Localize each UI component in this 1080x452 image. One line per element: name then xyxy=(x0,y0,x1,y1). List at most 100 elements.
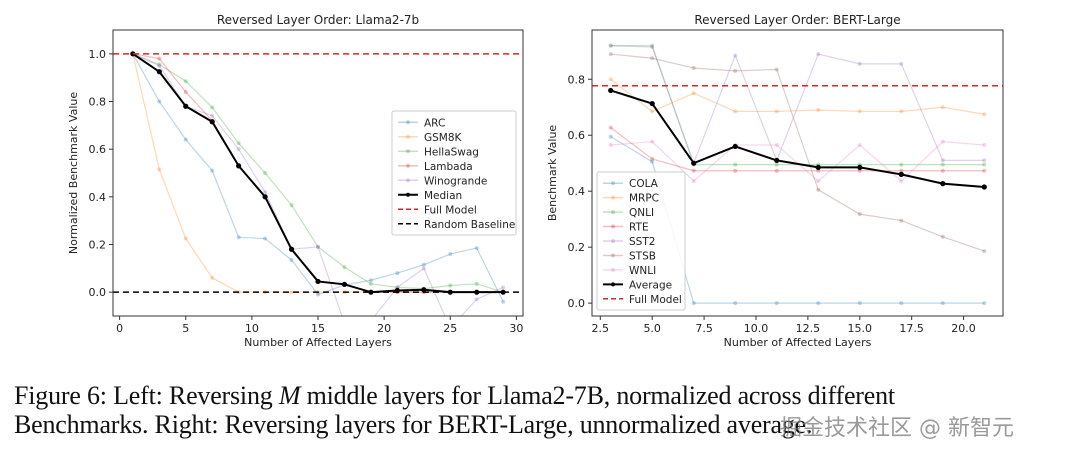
legend-label: Lambada xyxy=(424,161,473,173)
data-point-arc xyxy=(289,257,294,262)
x-tick-label: 5.0 xyxy=(643,322,661,335)
data-point-sst2 xyxy=(816,52,821,57)
legend-marker xyxy=(406,178,410,183)
x-tick-label: 7.5 xyxy=(695,322,713,335)
data-point-arc xyxy=(474,246,479,251)
plot-area xyxy=(592,43,1003,306)
data-point-winogrande xyxy=(263,190,268,195)
legend-box xyxy=(596,171,686,311)
data-point-cola xyxy=(608,134,613,139)
plot-area xyxy=(113,51,523,325)
data-point-wnli xyxy=(691,179,696,184)
caption-text: middle layers for Llama2-7B, normalized … xyxy=(300,381,895,410)
data-point-median xyxy=(236,163,242,169)
data-point-cola xyxy=(774,301,779,306)
data-point-rte xyxy=(940,168,945,173)
legend-marker xyxy=(406,163,410,168)
legend-label: Average xyxy=(629,279,672,291)
caption-text: Figure 6: Left: Reversing xyxy=(14,381,279,410)
data-point-lambada xyxy=(157,56,162,61)
legend-box xyxy=(391,110,517,236)
legend-label: GSM8K xyxy=(424,132,463,144)
y-tick-label: 0.0 xyxy=(568,297,586,310)
data-point-mrpc xyxy=(733,109,738,114)
legend-label: QNLI xyxy=(629,207,654,219)
x-tick-label: 15 xyxy=(311,322,325,335)
legend-marker xyxy=(611,253,615,258)
data-point-hellaswag xyxy=(316,244,320,249)
data-point-mrpc xyxy=(816,108,821,113)
data-point-winogrande xyxy=(210,113,215,118)
data-point-stsb xyxy=(733,68,738,73)
data-point-stsb xyxy=(816,187,821,192)
data-point-winogrande xyxy=(501,285,506,290)
legend-label: HellaSwag xyxy=(424,146,479,158)
legend-label: Winogrande xyxy=(424,175,487,187)
data-point-cola xyxy=(816,301,821,306)
data-point-arc xyxy=(236,235,241,240)
data-point-sst2 xyxy=(940,158,945,163)
data-point-mrpc xyxy=(857,109,862,114)
series-line-mrpc xyxy=(610,78,985,115)
y-axis-label: Normalized Benchmark Value xyxy=(67,92,80,254)
legend-label: Full Model xyxy=(424,204,477,216)
data-point-arc xyxy=(263,236,268,241)
data-point-mrpc xyxy=(774,109,779,114)
y-tick-label: 0.2 xyxy=(89,239,107,252)
series-line-average xyxy=(610,89,985,188)
legend-marker xyxy=(406,134,410,139)
legend-label: COLA xyxy=(629,178,659,190)
x-axis-label: Number of Affected Layers xyxy=(724,336,872,349)
data-point-mrpc xyxy=(691,91,696,96)
data-point-winogrande xyxy=(342,321,346,325)
data-point-average xyxy=(691,160,697,166)
data-point-winogrande xyxy=(236,147,241,152)
data-point-median xyxy=(288,246,295,252)
y-tick-label: 0.4 xyxy=(568,185,586,198)
data-point-hellaswag xyxy=(474,281,479,286)
legend-label: RTE xyxy=(629,222,649,234)
y-tick-label: 1.0 xyxy=(89,48,107,61)
data-point-stsb xyxy=(982,249,987,254)
data-point-qnli xyxy=(608,43,613,48)
data-point-sst2 xyxy=(608,43,613,48)
data-point-median xyxy=(262,194,268,200)
data-point-hellaswag xyxy=(448,283,453,288)
data-point-hellaswag xyxy=(210,105,215,110)
data-point-hellaswag xyxy=(368,281,373,286)
data-point-cola xyxy=(899,301,904,306)
data-point-average xyxy=(732,143,738,150)
data-point-median xyxy=(130,51,136,57)
data-point-qnli xyxy=(774,162,779,167)
data-point-median xyxy=(183,103,189,109)
legend-label: MRPC xyxy=(629,193,659,205)
data-point-arc xyxy=(448,252,453,257)
data-point-wnli xyxy=(982,143,987,148)
data-point-rte xyxy=(899,168,904,173)
data-point-hellaswag xyxy=(342,265,347,270)
data-point-lambada xyxy=(183,89,188,94)
x-tick-label: 17.5 xyxy=(899,322,924,335)
y-tick-label: 0.6 xyxy=(89,143,107,156)
y-tick-label: 0.2 xyxy=(568,241,586,254)
data-point-hellaswag xyxy=(289,203,294,208)
x-tick-label: 2.5 xyxy=(592,322,610,335)
data-point-average xyxy=(981,184,987,190)
data-point-median xyxy=(156,69,162,75)
legend-marker xyxy=(611,239,615,243)
legend: ARC GSM8K HellaSwag Lambada Winogrande Median… xyxy=(391,110,517,236)
data-point-average xyxy=(608,87,614,94)
data-point-stsb xyxy=(857,212,862,217)
data-point-gsm8k xyxy=(289,290,294,295)
data-point-wnli xyxy=(940,139,945,144)
data-point-winogrande xyxy=(474,297,479,302)
data-point-wnli xyxy=(816,179,821,184)
data-point-qnli xyxy=(899,162,904,167)
legend: COLA MRPC QNLI RTE SST2 STSB WNLI Average Full M… xyxy=(596,171,686,311)
y-tick-label: 0.8 xyxy=(89,96,107,109)
data-point-stsb xyxy=(899,218,904,223)
plot-frame xyxy=(112,29,524,317)
legend-marker xyxy=(611,210,615,215)
x-tick-label: 5 xyxy=(182,322,189,335)
legend-marker xyxy=(611,181,615,186)
